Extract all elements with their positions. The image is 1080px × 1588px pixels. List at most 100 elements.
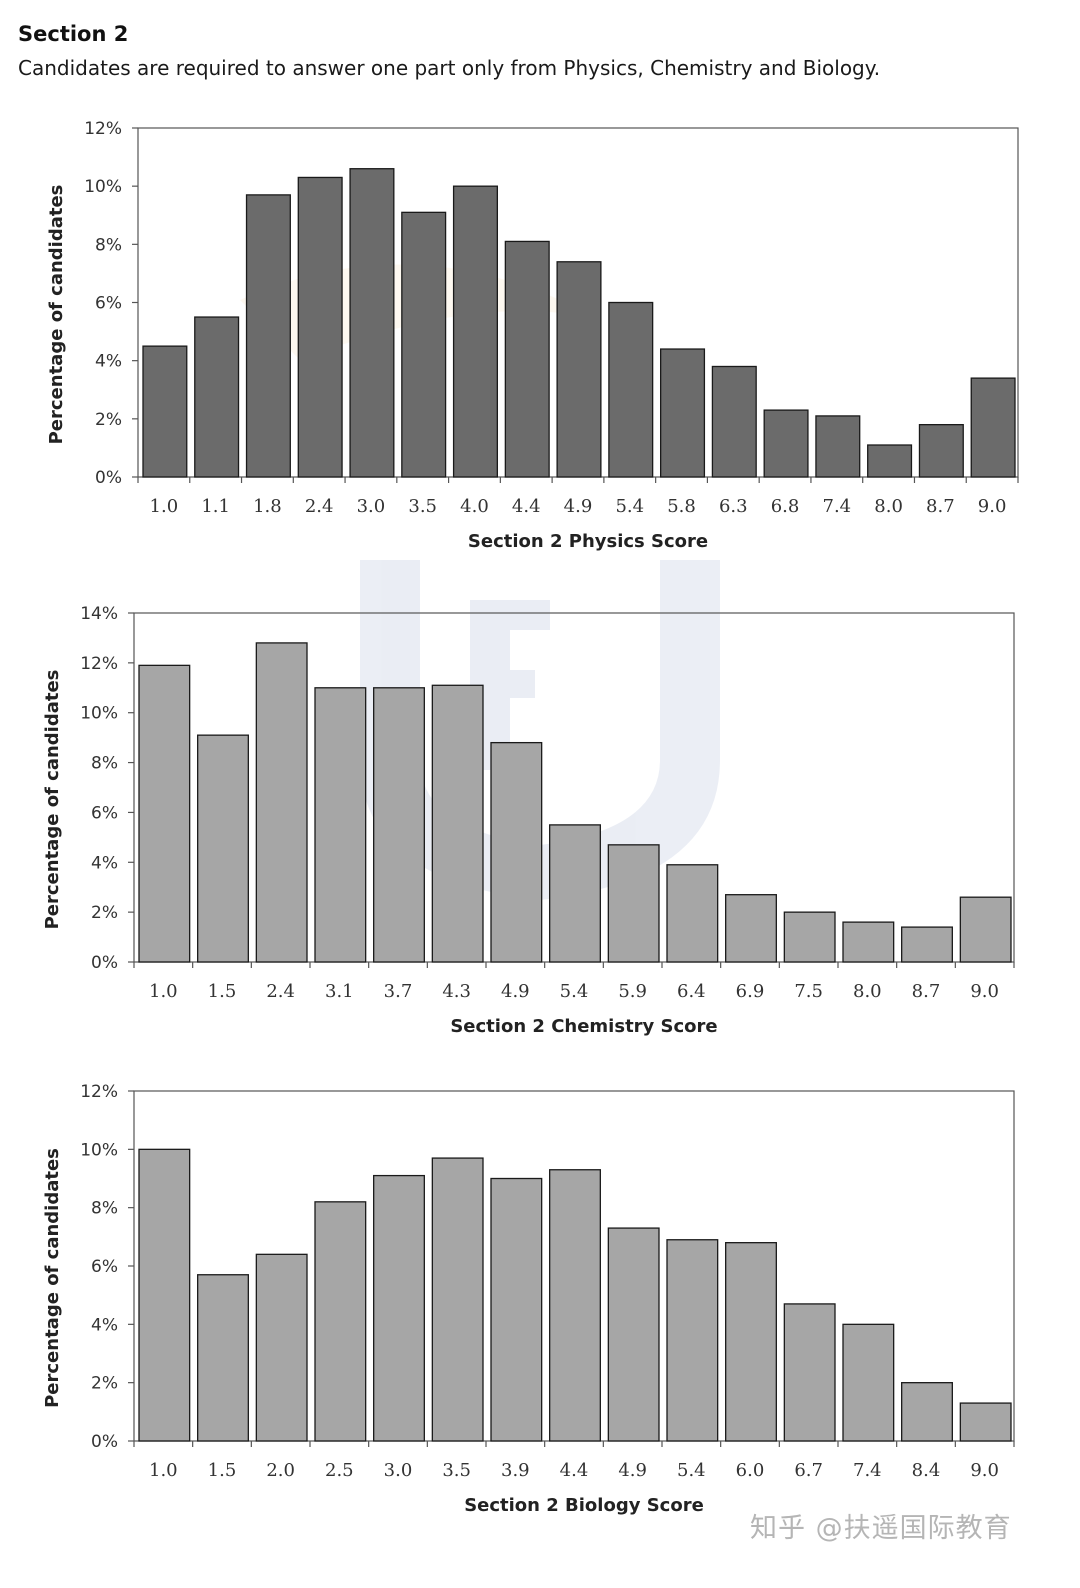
bar	[607, 844, 660, 963]
bar	[490, 1177, 543, 1442]
x-tick-label: 8.0	[874, 496, 903, 517]
chart-bars	[142, 168, 1016, 478]
y-tick-label: 0%	[91, 953, 118, 973]
x-tick-label: 8.7	[912, 981, 941, 1002]
x-tick-label: 5.4	[560, 981, 589, 1002]
bar	[490, 741, 543, 963]
x-tick-label: 8.0	[853, 981, 882, 1002]
y-tick-labels: 0% 2% 4% 6% 8% 10% 12% 14%	[80, 604, 118, 973]
x-tick-label: 6.9	[736, 981, 765, 1002]
x-tick-label: 6.8	[771, 496, 800, 517]
bar	[783, 911, 836, 963]
bar	[970, 377, 1016, 478]
bar	[197, 1274, 249, 1442]
bar	[431, 684, 484, 963]
x-tick-labels: 1.0 1.5 2.4 3.1 3.7 4.3 4.9 5.4 5.9 6.4 6.9 7.5 8.0 8…	[149, 981, 999, 1002]
bar	[959, 896, 1012, 963]
y-tick-label: 10%	[80, 704, 118, 724]
x-tick-label: 5.8	[667, 496, 696, 517]
x-tick-label: 4.3	[442, 981, 471, 1002]
bar	[725, 894, 777, 963]
x-tick-label: 5.4	[677, 1460, 706, 1481]
bar	[659, 348, 706, 478]
y-tick-label: 6%	[91, 1257, 118, 1277]
bar	[255, 1253, 308, 1442]
x-tick-label: 9.0	[970, 981, 999, 1002]
bar	[297, 176, 343, 478]
bar	[959, 1402, 1012, 1442]
x-tick-labels: 1.0 1.1 1.8 2.4 3.0 3.5 4.0 4.4 4.9 5.4 5.8 6.3 6.8 7…	[150, 496, 1007, 517]
x-tick-label: 1.0	[150, 496, 179, 517]
x-tick-label: 1.5	[208, 981, 237, 1002]
x-tick-label: 1.8	[253, 496, 282, 517]
x-tick-label: 3.0	[384, 1460, 413, 1481]
y-tick-label: 4%	[91, 1315, 118, 1335]
bar	[783, 1303, 836, 1442]
bar	[666, 864, 719, 963]
y-tick-label: 6%	[95, 294, 122, 314]
bar	[245, 194, 291, 478]
x-tick-label: 5.4	[615, 496, 644, 517]
x-tick-label: 2.4	[305, 496, 334, 517]
x-tick-label: 4.9	[501, 981, 530, 1002]
x-tick-label: 7.4	[853, 1460, 882, 1481]
bar	[549, 1169, 601, 1442]
bar	[763, 409, 809, 478]
x-tick-label: 6.3	[719, 496, 748, 517]
bar	[842, 1323, 895, 1442]
y-tick-label: 2%	[91, 903, 118, 923]
y-tick-label: 8%	[91, 1199, 118, 1219]
y-axis-title: Percentage of candidates	[42, 1148, 63, 1408]
bar	[549, 824, 601, 963]
bar	[138, 1148, 191, 1442]
bar	[711, 365, 757, 478]
physics-score-chart: 0% 2% 4% 6% 8% 10% 12% 1.0 1.1 1.8 2.4 3.0 3.5 4.0 4.…	[46, 119, 1019, 552]
x-axis-title: Section 2 Physics Score	[468, 531, 708, 552]
x-tick-label: 7.4	[823, 496, 852, 517]
x-tick-label: 8.4	[912, 1460, 941, 1481]
bar	[452, 185, 499, 478]
y-tick-label: 10%	[80, 1140, 118, 1160]
x-tick-label: 3.9	[501, 1460, 530, 1481]
x-tick-label: 1.1	[201, 496, 230, 517]
x-tick-label: 1.0	[149, 981, 178, 1002]
bar	[918, 423, 964, 478]
x-tick-label: 9.0	[978, 496, 1007, 517]
x-tick-label: 7.5	[794, 981, 823, 1002]
bar	[842, 921, 895, 963]
section-subtitle: Candidates are required to answer one pa…	[18, 56, 881, 80]
x-tick-label: 2.4	[266, 981, 295, 1002]
x-tick-label: 3.0	[357, 496, 386, 517]
bar	[608, 301, 654, 478]
section-title: Section 2	[18, 22, 129, 46]
bar	[142, 345, 188, 478]
y-tick-label: 2%	[95, 410, 122, 430]
bar	[314, 1201, 367, 1442]
bar	[373, 1174, 425, 1442]
bar	[867, 444, 913, 478]
x-axis-title: Section 2 Chemistry Score	[450, 1016, 717, 1037]
x-tick-label: 3.5	[442, 1460, 471, 1481]
x-tick-label: 1.0	[149, 1460, 178, 1481]
y-tick-labels: 0% 2% 4% 6% 8% 10% 12%	[80, 1082, 118, 1452]
y-tick-label: 6%	[91, 803, 118, 823]
y-tick-label: 10%	[84, 177, 122, 197]
watermark-text: 知乎 @扶遥国际教育	[750, 1513, 1012, 1544]
bar	[504, 240, 550, 478]
x-tick-label: 3.7	[384, 981, 413, 1002]
x-tick-label: 5.9	[618, 981, 647, 1002]
chart-bars	[138, 642, 1012, 963]
bar	[607, 1227, 660, 1442]
y-tick-label: 4%	[95, 352, 122, 372]
bar	[815, 415, 861, 478]
x-tick-label: 4.0	[460, 496, 489, 517]
y-tick-label: 8%	[95, 235, 122, 255]
bar	[401, 211, 447, 478]
y-tick-label: 4%	[91, 853, 118, 873]
x-tick-label: 6.0	[736, 1460, 765, 1481]
x-axis-title: Section 2 Biology Score	[464, 1495, 704, 1516]
x-tick-label: 4.9	[618, 1460, 647, 1481]
y-tick-label: 12%	[80, 654, 118, 674]
x-tick-label: 3.1	[325, 981, 354, 1002]
